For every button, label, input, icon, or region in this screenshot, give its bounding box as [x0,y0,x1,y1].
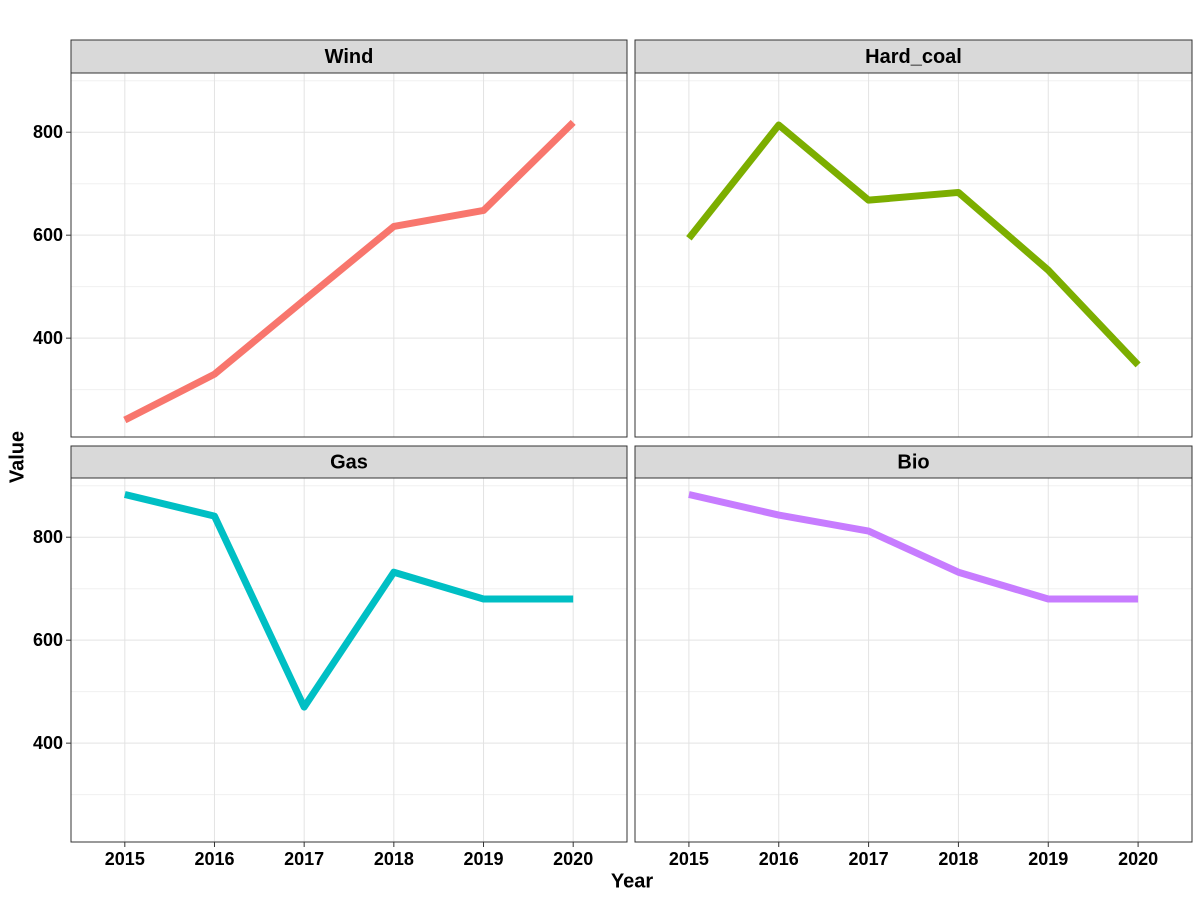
y-tick-label: 800 [33,527,63,547]
panel-border [634,477,1193,843]
panel-title: Bio [897,451,929,473]
panel-background [635,73,1192,437]
x-tick-label: 2017 [284,849,324,869]
panel-title: Gas [330,451,368,473]
data-line [688,491,1139,603]
strip [70,39,628,74]
strip [634,39,1193,74]
data-line [123,119,576,424]
x-tick-label: 2017 [849,849,889,869]
y-tick-label: 600 [33,225,63,245]
panel-background [71,478,627,842]
x-tick-label: 2019 [463,849,503,869]
y-tick-label: 800 [33,122,63,142]
y-tick-label: 400 [33,733,63,753]
y-axis-label: Value [6,431,28,483]
panel-background [71,73,627,437]
data-line [123,491,574,711]
panel-border [70,72,628,438]
x-tick-label: 2015 [669,849,709,869]
panel-border [634,72,1193,438]
data-line [686,121,1141,368]
x-tick-label: 2016 [759,849,799,869]
x-tick-label: 2015 [105,849,145,869]
y-tick-label: 400 [33,328,63,348]
x-tick-label: 2020 [553,849,593,869]
panel-title: Hard_coal [865,46,962,68]
panel-border [70,477,628,843]
x-tick-label: 2018 [938,849,978,869]
x-tick-label: 2019 [1028,849,1068,869]
strip [70,445,628,479]
panel-title: Wind [325,46,374,68]
y-tick-label: 600 [33,630,63,650]
panel-background [635,478,1192,842]
x-tick-label: 2020 [1118,849,1158,869]
x-axis-label: Year [611,870,653,892]
x-tick-label: 2018 [374,849,414,869]
x-tick-label: 2016 [194,849,234,869]
strip [634,445,1193,479]
